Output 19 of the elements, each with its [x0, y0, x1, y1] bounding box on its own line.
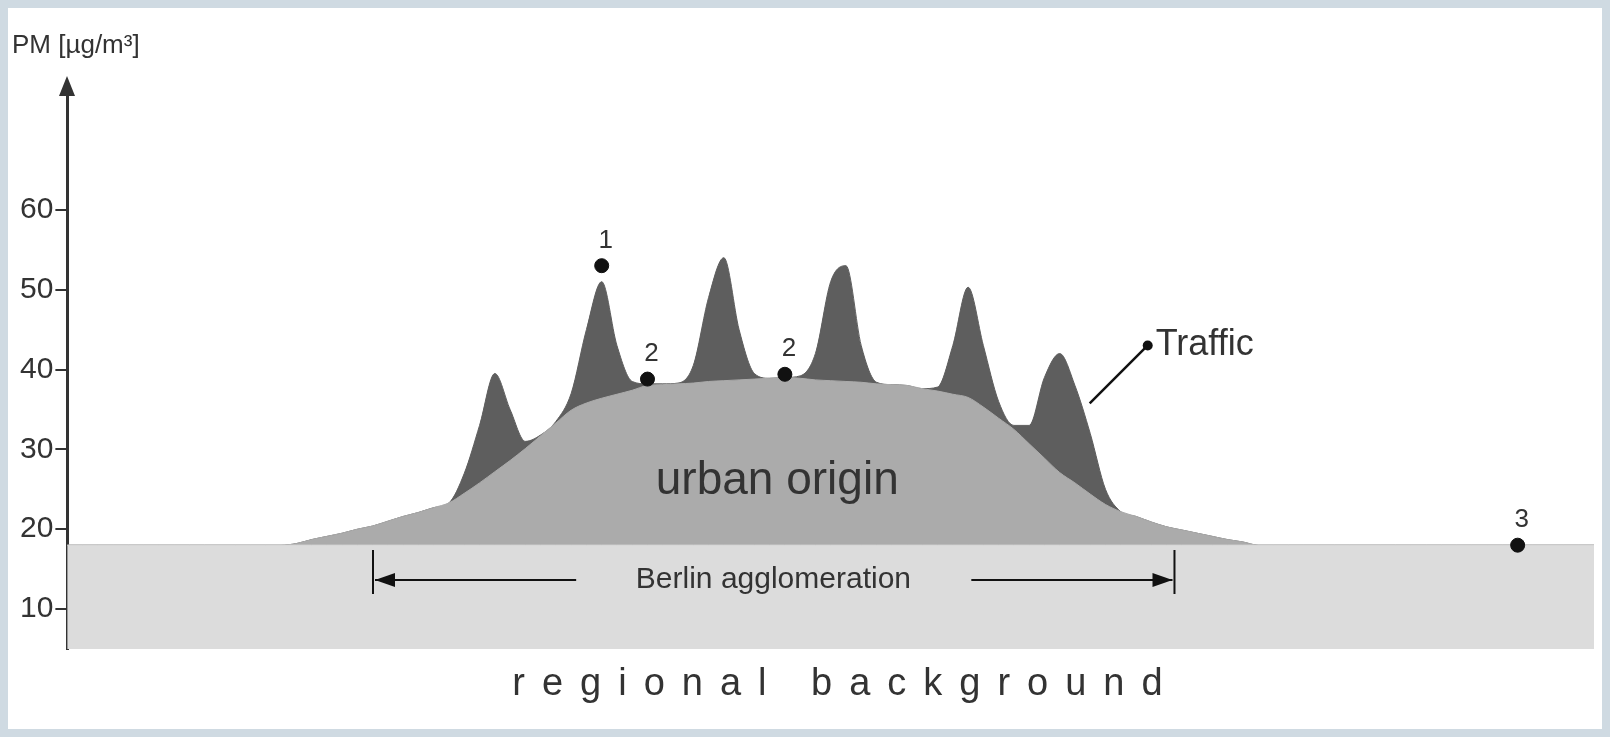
text: Traffic [1155, 322, 1254, 364]
y-tick-label: 40 [19, 350, 54, 384]
y-tick-label: 10 [19, 590, 54, 624]
y-tick-label: 20 [19, 510, 54, 544]
y-tick-label: 50 [19, 270, 54, 304]
y-axis-title: PM [µg/m³] [12, 29, 140, 60]
annotation: Berlin agglomeration [635, 560, 912, 594]
annotation: 3 [1514, 503, 1529, 534]
point [777, 366, 793, 382]
point [1510, 537, 1526, 553]
annotation: 2 [781, 332, 797, 363]
y-tick-label: 60 [19, 191, 54, 225]
point [594, 258, 610, 274]
point [639, 371, 655, 387]
series-label: regional background [512, 661, 1180, 704]
series-label: urban origin [655, 451, 899, 504]
annotation: 1 [598, 223, 613, 254]
annotation: 2 [644, 337, 659, 368]
y-tick-label: 30 [19, 430, 54, 464]
